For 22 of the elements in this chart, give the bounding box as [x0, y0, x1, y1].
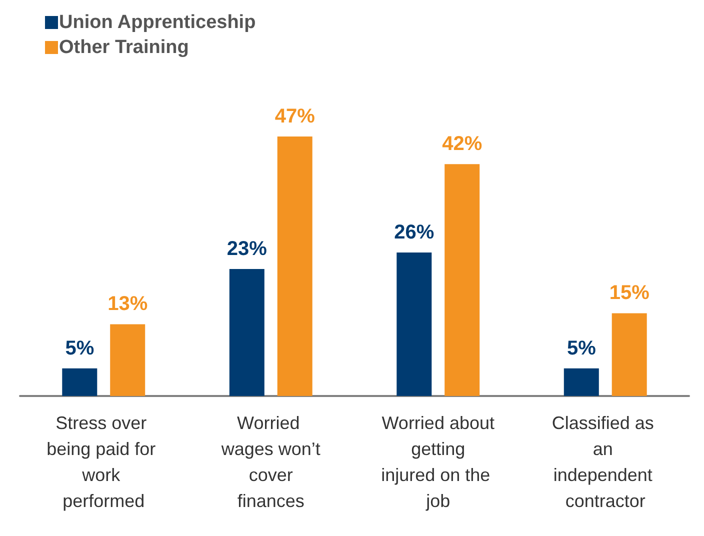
legend-label: Union Apprenticeship: [59, 12, 256, 33]
bar: [277, 136, 312, 396]
data-label: 26%: [394, 221, 434, 244]
data-label: 23%: [226, 238, 268, 260]
x-tick-label: Classified as an independent contractor: [552, 413, 659, 511]
data-label: 13%: [108, 293, 148, 316]
bar: [564, 368, 599, 396]
bar: [110, 324, 146, 396]
bar: [229, 269, 264, 396]
legend-label: Other Training: [59, 37, 189, 58]
data-label: 5%: [65, 337, 94, 360]
x-tick-label: Stress over being paid for work performed: [46, 413, 161, 511]
x-tick-label: Worried about getting injured on the job: [381, 413, 496, 511]
data-label: 47%: [274, 106, 316, 128]
data-label: 5%: [566, 337, 596, 360]
data-label: 42%: [442, 133, 482, 156]
bar: [62, 368, 98, 396]
x-tick-label: Worried wages won’t cover finances: [220, 413, 320, 511]
bar: [444, 164, 480, 396]
data-label: 15%: [609, 282, 650, 304]
bar: [396, 252, 432, 396]
bar: [612, 313, 647, 396]
